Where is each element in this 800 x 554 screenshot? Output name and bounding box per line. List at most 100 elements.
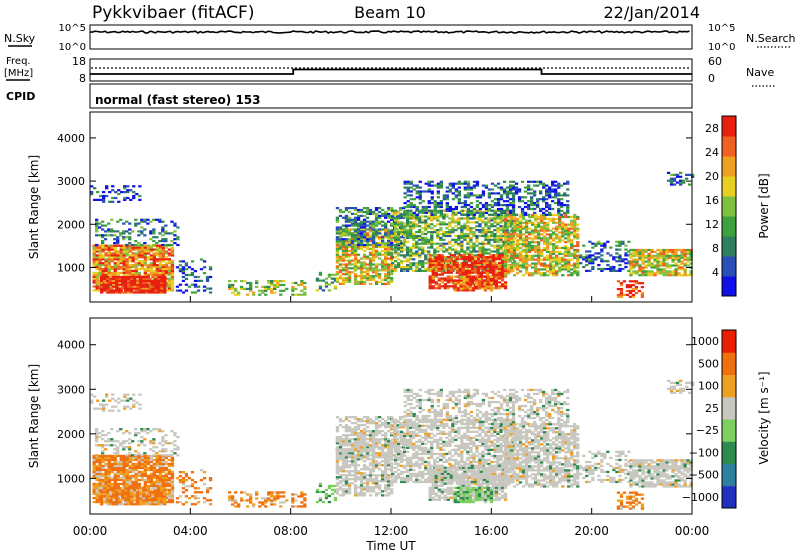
power-cell xyxy=(103,275,107,279)
power-cell xyxy=(344,226,349,229)
power-cell xyxy=(161,252,165,255)
power-cell xyxy=(184,283,189,286)
velocity-cell xyxy=(140,476,144,480)
power-cell xyxy=(371,222,376,225)
power-cell xyxy=(454,194,458,197)
power-cell xyxy=(381,282,385,285)
power-cell xyxy=(506,223,511,226)
power-cell xyxy=(445,232,449,236)
power-cell xyxy=(101,224,105,227)
power-cell xyxy=(487,209,491,212)
power-cell xyxy=(353,255,358,258)
power-cell xyxy=(512,227,517,230)
power-cell xyxy=(475,244,479,247)
power-cell xyxy=(644,256,648,259)
power-cell xyxy=(472,234,476,238)
power-cell xyxy=(576,270,580,273)
power-cell xyxy=(184,277,189,280)
power-cell xyxy=(258,289,262,292)
power-cell xyxy=(112,281,116,284)
power-cell xyxy=(397,252,401,255)
power-cell xyxy=(163,289,167,292)
power-cell xyxy=(475,229,479,232)
power-cell xyxy=(537,233,541,236)
power-cell xyxy=(412,227,416,230)
power-cell xyxy=(540,264,544,267)
power-cell xyxy=(264,289,268,292)
power-cell xyxy=(683,274,687,277)
power-cell xyxy=(442,244,446,247)
velocity-cell xyxy=(158,462,162,466)
power-cell xyxy=(161,230,165,233)
power-cell xyxy=(112,291,116,294)
power-cell xyxy=(344,263,349,266)
power-cell xyxy=(558,262,562,265)
power-cell xyxy=(640,286,645,289)
power-cell xyxy=(335,216,340,219)
power-cell xyxy=(485,259,490,263)
power-cell xyxy=(384,263,388,266)
power-cell xyxy=(481,252,485,255)
power-cell xyxy=(481,192,486,195)
power-cell xyxy=(537,256,541,259)
power-cell xyxy=(548,211,552,214)
power-cell xyxy=(503,233,508,236)
power-cell xyxy=(436,202,440,205)
power-cell xyxy=(496,234,500,238)
velocity-cell xyxy=(140,460,144,464)
power-cell xyxy=(123,196,127,200)
power-cell xyxy=(460,213,464,216)
power-cell xyxy=(384,242,388,245)
power-cell xyxy=(92,258,96,261)
power-cell xyxy=(365,243,370,247)
power-cell xyxy=(125,243,129,247)
power-cell xyxy=(365,224,370,227)
power-cell xyxy=(374,218,379,221)
velocity-cell xyxy=(125,482,129,486)
power-cell xyxy=(418,194,422,197)
power-cell xyxy=(451,182,455,185)
power-cell xyxy=(202,289,207,292)
power-cell xyxy=(635,250,639,253)
power-cell xyxy=(497,275,502,278)
power-cell xyxy=(628,291,633,295)
velocity-cell xyxy=(155,464,159,468)
power-cell xyxy=(609,254,613,257)
power-cell xyxy=(136,275,140,279)
power-cell xyxy=(427,225,431,228)
power-cell xyxy=(540,274,544,277)
power-cell xyxy=(418,217,422,220)
power-cell xyxy=(445,234,449,238)
power-cell xyxy=(475,182,480,185)
velocity-cell xyxy=(116,478,120,482)
power-cell xyxy=(437,256,441,259)
power-cell xyxy=(92,248,96,251)
power-cell xyxy=(460,236,464,239)
power-cell xyxy=(472,184,477,187)
power-cell xyxy=(511,202,516,205)
power-cell xyxy=(512,217,517,220)
power-cell xyxy=(378,242,382,245)
power-cell xyxy=(515,217,520,220)
power-cell xyxy=(475,194,480,197)
power-cell xyxy=(202,272,207,275)
power-cell xyxy=(445,231,449,234)
power-cell xyxy=(558,258,562,261)
power-cell xyxy=(368,257,373,260)
power-cell xyxy=(424,227,428,230)
power-cell xyxy=(624,254,628,257)
power-cell xyxy=(190,272,195,275)
power-cell xyxy=(359,232,364,235)
power-cell xyxy=(110,234,114,237)
power-cell xyxy=(347,228,352,231)
power-cell xyxy=(146,258,150,261)
power-cell xyxy=(92,289,96,292)
power-cell xyxy=(128,250,132,253)
power-cell xyxy=(387,228,391,231)
power-cell xyxy=(502,188,507,191)
power-cell xyxy=(365,242,370,245)
power-cell xyxy=(113,271,117,274)
power-cell xyxy=(418,209,422,212)
velocity-cell xyxy=(131,482,135,486)
power-cell xyxy=(359,267,364,270)
